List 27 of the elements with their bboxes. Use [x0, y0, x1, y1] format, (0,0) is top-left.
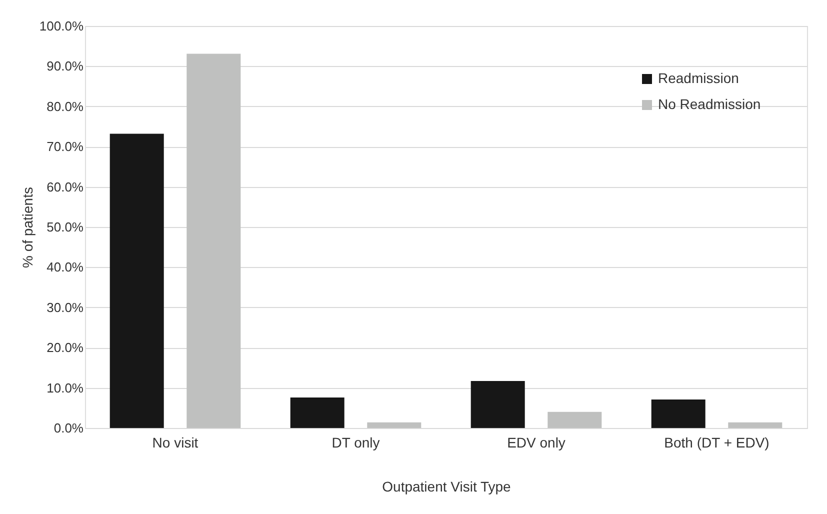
y-tick-label: 20.0% — [46, 340, 84, 356]
bar — [186, 54, 241, 428]
bar — [470, 380, 525, 428]
y-tick-label: 80.0% — [46, 98, 84, 114]
bar — [110, 134, 164, 428]
legend-label: No Readmission — [658, 96, 761, 112]
y-tick-label: 40.0% — [46, 260, 84, 275]
y-tick-label: 70.0% — [46, 139, 84, 154]
x-tick-label: DT only — [332, 434, 380, 450]
y-tick-label: 30.0% — [46, 300, 84, 315]
bar — [651, 399, 706, 428]
bar — [728, 422, 782, 428]
y-tick-label: 0.0% — [54, 420, 84, 436]
y-tick-label: 100.0% — [39, 18, 84, 34]
x-axis-title: Outpatient Visit Type — [382, 478, 512, 494]
y-tick-label: 90.0% — [46, 58, 84, 74]
y-tick-label: 60.0% — [46, 179, 84, 194]
bar — [548, 412, 602, 428]
x-tick-label: No visit — [152, 434, 198, 450]
y-axis-title: % of patients — [19, 187, 36, 268]
bar — [367, 422, 422, 428]
bar — [290, 397, 344, 428]
y-tick-label: 50.0% — [46, 220, 84, 234]
y-tick-label: 10.0% — [46, 380, 84, 396]
x-tick-label: Both (DT + EDV) — [664, 434, 770, 450]
x-tick-label: EDV only — [507, 434, 566, 450]
legend-label: Readmission — [658, 70, 739, 86]
